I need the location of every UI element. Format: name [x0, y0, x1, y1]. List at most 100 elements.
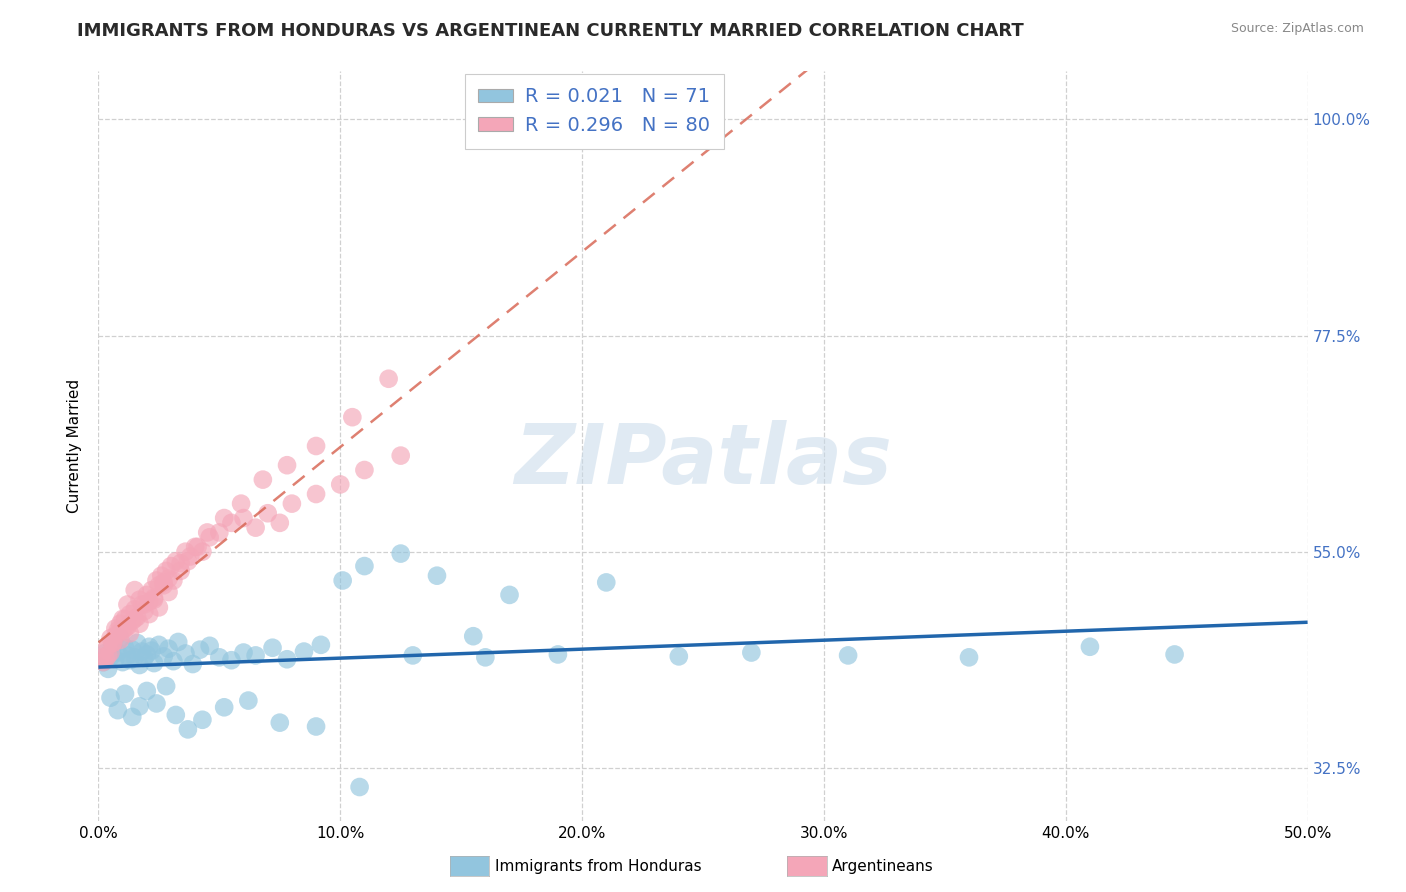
- Point: [143, 591, 166, 605]
- Point: [145, 574, 167, 588]
- Point: [145, 697, 167, 711]
- Point: [329, 477, 352, 491]
- Point: [281, 497, 304, 511]
- Text: IMMIGRANTS FROM HONDURAS VS ARGENTINEAN CURRENTLY MARRIED CORRELATION CHART: IMMIGRANTS FROM HONDURAS VS ARGENTINEAN …: [77, 22, 1024, 40]
- Point: [124, 583, 146, 598]
- Point: [111, 624, 134, 638]
- Point: [305, 719, 328, 733]
- Point: [100, 690, 122, 705]
- Point: [101, 639, 124, 653]
- Point: [353, 463, 375, 477]
- Point: [94, 652, 117, 666]
- Point: [238, 693, 260, 707]
- Point: [377, 372, 399, 386]
- Point: [152, 578, 174, 592]
- Point: [91, 655, 114, 669]
- Point: [177, 723, 200, 737]
- Point: [740, 646, 762, 660]
- Point: [138, 640, 160, 654]
- Point: [118, 626, 141, 640]
- Point: [138, 607, 160, 621]
- Point: [169, 564, 191, 578]
- Point: [104, 629, 127, 643]
- Point: [191, 544, 214, 558]
- Point: [157, 641, 180, 656]
- Point: [155, 564, 177, 578]
- Point: [668, 649, 690, 664]
- Point: [184, 540, 207, 554]
- Point: [353, 559, 375, 574]
- Point: [121, 710, 143, 724]
- Point: [269, 715, 291, 730]
- Point: [128, 699, 150, 714]
- Point: [150, 568, 173, 582]
- Point: [141, 583, 163, 598]
- Point: [474, 650, 496, 665]
- Point: [165, 554, 187, 568]
- Point: [127, 636, 149, 650]
- Point: [114, 612, 136, 626]
- Point: [195, 525, 218, 540]
- Point: [463, 629, 485, 643]
- Point: [134, 598, 156, 612]
- Point: [141, 643, 163, 657]
- Point: [128, 616, 150, 631]
- Point: [108, 616, 131, 631]
- Point: [124, 602, 146, 616]
- Point: [111, 612, 134, 626]
- Point: [198, 530, 221, 544]
- Point: [276, 652, 298, 666]
- Point: [1163, 648, 1185, 662]
- Point: [97, 648, 120, 663]
- Point: [426, 568, 449, 582]
- Point: [174, 544, 197, 558]
- Point: [160, 559, 183, 574]
- Point: [187, 540, 209, 554]
- Point: [155, 679, 177, 693]
- Point: [100, 650, 122, 665]
- Point: [957, 650, 980, 665]
- Point: [349, 780, 371, 794]
- Point: [100, 646, 122, 660]
- Point: [177, 554, 200, 568]
- Point: [91, 655, 114, 669]
- Point: [595, 575, 617, 590]
- Point: [148, 578, 170, 592]
- Point: [191, 713, 214, 727]
- Point: [104, 652, 127, 666]
- Point: [208, 650, 231, 665]
- Point: [188, 642, 211, 657]
- Point: [402, 648, 425, 663]
- Point: [104, 622, 127, 636]
- Point: [114, 622, 136, 636]
- Point: [245, 648, 267, 663]
- Point: [117, 598, 139, 612]
- Point: [94, 642, 117, 657]
- Point: [212, 511, 235, 525]
- Point: [174, 647, 197, 661]
- Point: [121, 642, 143, 657]
- Point: [134, 604, 156, 618]
- Point: [229, 497, 252, 511]
- Point: [101, 636, 124, 650]
- Point: [117, 619, 139, 633]
- Y-axis label: Currently Married: Currently Married: [67, 379, 83, 513]
- Point: [124, 650, 146, 665]
- Point: [134, 651, 156, 665]
- Point: [252, 473, 274, 487]
- Point: [107, 626, 129, 640]
- Point: [107, 646, 129, 660]
- Point: [143, 656, 166, 670]
- Point: [547, 648, 569, 662]
- Point: [837, 648, 859, 663]
- Point: [128, 592, 150, 607]
- Point: [121, 614, 143, 628]
- Text: ZIPatlas: ZIPatlas: [515, 420, 891, 501]
- Point: [111, 655, 134, 669]
- Point: [165, 708, 187, 723]
- Point: [108, 633, 131, 648]
- Text: Argentineans: Argentineans: [832, 859, 934, 873]
- Point: [97, 639, 120, 653]
- Point: [305, 439, 328, 453]
- Point: [245, 521, 267, 535]
